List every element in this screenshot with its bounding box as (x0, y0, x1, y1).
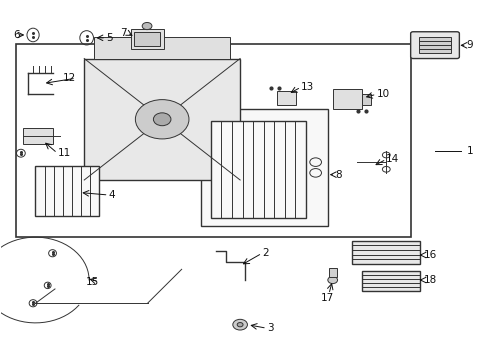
Text: 11: 11 (57, 148, 71, 158)
Circle shape (328, 276, 338, 284)
Bar (329, 268, 337, 277)
Text: 2: 2 (262, 248, 269, 258)
Circle shape (233, 319, 247, 330)
Bar (16, 44, 411, 237)
Circle shape (135, 100, 189, 139)
Bar (419, 37, 451, 53)
Text: 16: 16 (424, 250, 438, 260)
Bar (352, 241, 420, 264)
Circle shape (142, 22, 152, 30)
Text: 17: 17 (321, 293, 335, 303)
Bar (94, 37, 230, 59)
Bar (134, 32, 160, 46)
Text: 13: 13 (301, 82, 314, 92)
Bar (24, 128, 52, 144)
Circle shape (237, 323, 243, 327)
Text: 14: 14 (386, 154, 399, 164)
Text: 7: 7 (121, 28, 127, 38)
Text: 5: 5 (106, 33, 113, 43)
Bar (333, 89, 362, 109)
Bar (362, 271, 420, 291)
Bar (201, 109, 328, 226)
Text: 12: 12 (63, 73, 76, 83)
Bar (35, 166, 99, 216)
Text: 4: 4 (109, 190, 115, 200)
Bar (277, 91, 296, 105)
Text: 3: 3 (267, 323, 273, 333)
Text: 15: 15 (86, 277, 99, 287)
Text: 6: 6 (14, 30, 20, 40)
Text: 1: 1 (466, 147, 473, 157)
Text: 9: 9 (466, 40, 473, 50)
Bar (211, 121, 306, 217)
FancyBboxPatch shape (411, 32, 460, 59)
Text: 8: 8 (335, 170, 342, 180)
Text: 10: 10 (376, 89, 390, 99)
Bar (362, 94, 371, 105)
Circle shape (153, 113, 171, 126)
Text: 18: 18 (424, 275, 438, 285)
Bar (130, 29, 164, 49)
Bar (84, 59, 240, 180)
